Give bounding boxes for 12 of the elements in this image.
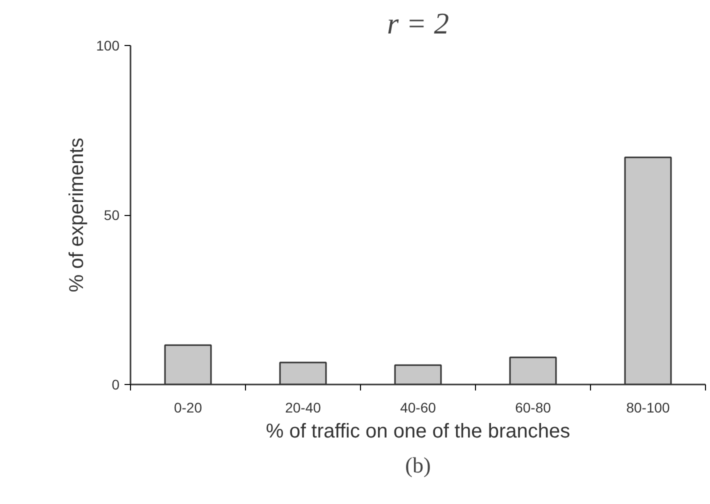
text: (b) bbox=[405, 452, 431, 478]
x-tick-label: 40-60 bbox=[400, 400, 436, 416]
x-axis-title: % of traffic on one of the branches bbox=[266, 420, 570, 442]
x-tick-label: 60-80 bbox=[515, 400, 552, 416]
x-tick-label: 80-100 bbox=[626, 400, 670, 416]
x-tick-label: 0-20 bbox=[174, 400, 202, 416]
y-tick-label: 50 bbox=[104, 207, 120, 223]
y-tick-label: 100 bbox=[96, 38, 120, 54]
x-tick-label: 20-40 bbox=[285, 400, 322, 416]
y-tick-label: 0 bbox=[112, 376, 120, 392]
y-axis-title: % of experiments bbox=[66, 138, 88, 292]
chart-title: r = 2 bbox=[387, 8, 449, 40]
